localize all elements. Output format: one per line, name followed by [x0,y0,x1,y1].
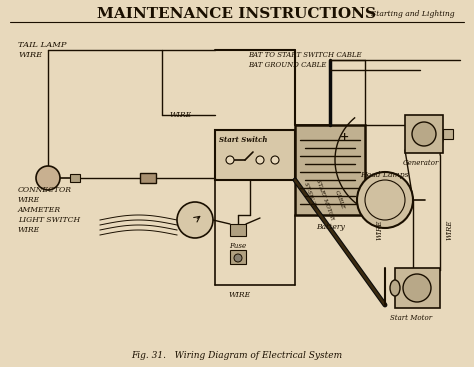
Text: Start Switch: Start Switch [219,136,267,144]
Text: START MOTOR: START MOTOR [315,179,335,221]
Text: CABLE: CABLE [334,190,346,210]
Bar [395,268,440,308]
Circle shape [256,156,264,164]
Text: LIGHT SWITCH: LIGHT SWITCH [18,216,80,224]
Text: WIRE: WIRE [446,220,454,240]
Text: AMMETER: AMMETER [18,206,61,214]
Bar [230,250,246,264]
Bar [295,125,365,215]
Text: WIRE: WIRE [170,111,192,119]
Text: Head Lamps: Head Lamps [360,171,409,179]
Circle shape [177,202,213,238]
Bar [443,129,453,139]
Bar [230,224,246,236]
Text: CONNECTOR: CONNECTOR [18,186,72,194]
Ellipse shape [390,280,400,296]
Text: Fig. 31.   Wiring Diagram of Electrical System: Fig. 31. Wiring Diagram of Electrical Sy… [131,350,343,360]
Bar [140,173,156,183]
Text: BAT TO START SWITCH CABLE: BAT TO START SWITCH CABLE [248,51,362,59]
Text: ST-SW. To: ST-SW. To [303,182,317,208]
Bar [405,115,443,153]
Text: Starting and Lighting: Starting and Lighting [371,10,455,18]
Circle shape [226,156,234,164]
Circle shape [36,166,60,190]
Bar [215,130,295,180]
Circle shape [357,172,413,228]
Text: MAINTENANCE INSTRUCTIONS: MAINTENANCE INSTRUCTIONS [98,7,376,21]
Text: Generator: Generator [403,159,439,167]
Text: Battery: Battery [316,223,345,231]
Text: TAIL LAMP: TAIL LAMP [18,41,66,49]
Bar [70,174,80,182]
Text: Start Motor: Start Motor [390,314,432,322]
Text: WIRE: WIRE [18,226,40,234]
Text: WIRE: WIRE [376,220,384,240]
Circle shape [271,156,279,164]
Circle shape [403,274,431,302]
Text: Fuse: Fuse [229,242,246,250]
Circle shape [412,122,436,146]
Text: WIRE: WIRE [18,51,42,59]
Text: BAT GROUND CABLE: BAT GROUND CABLE [248,61,327,69]
Text: WIRE: WIRE [18,196,40,204]
Circle shape [234,254,242,262]
Text: WIRE: WIRE [229,291,251,299]
Text: +: + [340,131,350,142]
